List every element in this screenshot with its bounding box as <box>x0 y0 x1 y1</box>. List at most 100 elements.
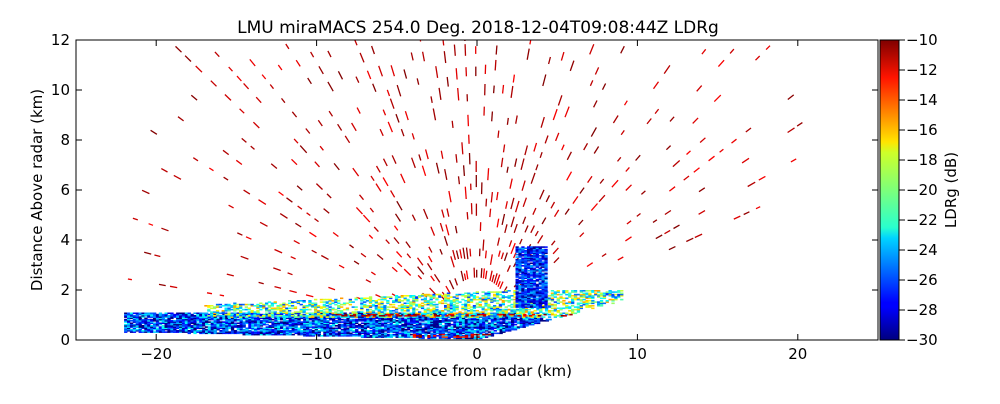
echo-cell <box>245 304 248 306</box>
echo-cell <box>516 291 519 293</box>
echo-cell <box>326 299 329 301</box>
echo-cell <box>562 290 565 292</box>
echo-cell <box>574 306 577 308</box>
clutter-dash <box>149 224 153 226</box>
echo-cell <box>497 333 500 335</box>
clutter-dash <box>442 210 444 218</box>
echo-cell <box>456 303 459 305</box>
echo-cell <box>182 313 185 315</box>
echo-cell <box>124 319 127 321</box>
echo-cell <box>465 335 468 337</box>
echo-cell <box>533 268 536 270</box>
echo-cell <box>237 323 240 325</box>
clutter-dash <box>742 158 749 163</box>
clutter-dash <box>621 130 624 134</box>
echo-cell <box>542 316 545 318</box>
echo-cell <box>542 261 545 263</box>
echo-cell <box>439 320 442 322</box>
echo-cell <box>360 311 363 313</box>
echo-cell <box>533 246 536 248</box>
clutter-dash <box>356 207 362 214</box>
clutter-dash <box>361 253 366 257</box>
clutter-dash <box>694 168 700 173</box>
echo-cell <box>528 309 531 311</box>
clutter-dash <box>185 56 191 62</box>
clutter-dash <box>240 109 245 113</box>
echo-cell <box>165 313 168 315</box>
echo-cell <box>462 336 465 338</box>
clutter-dash <box>527 49 529 60</box>
echo-cell <box>539 258 542 260</box>
echo-cell <box>614 294 617 296</box>
echo-cell <box>600 293 603 295</box>
clutter-dash <box>580 188 584 194</box>
clutter-dash <box>788 128 795 133</box>
clutter-dash <box>278 65 282 70</box>
clutter-dash <box>531 226 535 233</box>
echo-cell <box>536 313 539 315</box>
echo-cell <box>448 319 451 321</box>
echo-cell <box>485 334 488 336</box>
clutter-dash <box>294 241 300 244</box>
echo-cell <box>516 313 519 315</box>
echo-cell <box>533 306 536 308</box>
echo-cell <box>165 331 168 333</box>
echo-cell <box>338 324 341 326</box>
clutter-dash <box>686 238 693 241</box>
clutter-dash <box>356 77 359 83</box>
echo-cell <box>291 315 294 317</box>
echo-cell <box>517 326 520 328</box>
echo-cell <box>279 304 282 306</box>
echo-cell <box>521 246 524 248</box>
echo-cell <box>473 310 476 312</box>
echo-cell <box>609 290 612 292</box>
echo-cell <box>459 326 462 328</box>
clutter-dash <box>423 52 425 62</box>
clutter-dash <box>369 235 373 239</box>
echo-cell <box>516 256 519 258</box>
echo-cell <box>300 304 303 306</box>
echo-cell <box>606 291 609 293</box>
echo-cell <box>464 311 467 313</box>
echo-cell <box>208 324 211 326</box>
echo-cell <box>614 296 617 298</box>
clutter-dash <box>445 169 447 180</box>
echo-cell <box>395 308 398 310</box>
clutter-dash <box>428 263 432 270</box>
clutter-dash <box>253 122 259 128</box>
clutter-dash <box>259 282 264 283</box>
clutter-dash <box>714 95 721 102</box>
clutter-dash <box>573 196 578 203</box>
echo-cell <box>309 321 312 323</box>
echo-cell <box>499 298 502 300</box>
echo-cell <box>338 331 341 333</box>
echo-cell <box>251 304 254 306</box>
clutter-dash <box>718 60 724 66</box>
echo-cell <box>565 298 568 300</box>
echo-cell <box>167 313 170 315</box>
echo-cell <box>565 313 568 315</box>
clutter-dash <box>191 95 197 100</box>
echo-cell <box>548 310 551 312</box>
echo-cell <box>471 334 474 336</box>
echo-cell <box>153 323 156 325</box>
colorbar-label: LDRg (dB) <box>942 152 960 228</box>
echo-cell <box>133 313 136 315</box>
echo-cell <box>320 301 323 303</box>
echo-cell <box>256 304 259 306</box>
echo-cell <box>435 294 438 296</box>
clutter-dash <box>237 76 241 81</box>
chart-title: LMU miraMACS 254.0 Deg. 2018-12-04T09:08… <box>237 18 719 38</box>
echo-cell <box>230 305 233 307</box>
clutter-dash <box>237 233 242 235</box>
clutter-dash <box>453 250 456 260</box>
echo-cell <box>494 333 497 335</box>
clutter-dash <box>454 45 455 56</box>
echo-cell <box>335 333 338 335</box>
echo-cell <box>227 304 230 306</box>
echo-cell <box>401 300 404 302</box>
x-tick-label: 10 <box>628 345 647 363</box>
echo-cell <box>474 336 477 338</box>
echo-cell <box>361 335 364 337</box>
